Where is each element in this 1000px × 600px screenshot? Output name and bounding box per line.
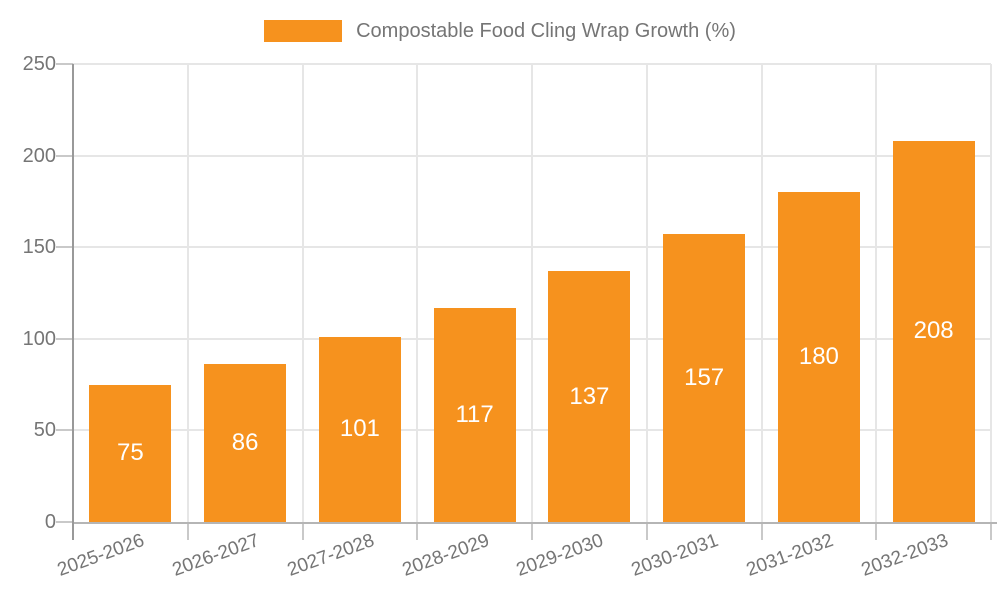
bar-value-label: 208 [913, 317, 954, 345]
y-axis-tick [56, 154, 73, 157]
y-axis-tick [56, 246, 73, 249]
bar-value-label: 86 [231, 429, 259, 457]
bar [318, 336, 401, 522]
y-tick-label: 100 [22, 327, 56, 350]
bar-value-label: 157 [684, 364, 725, 392]
x-axis-tick [301, 522, 304, 540]
gridline-vertical [531, 64, 533, 522]
x-axis-tick [875, 522, 878, 540]
legend-item[interactable]: Compostable Food Cling Wrap Growth (%) [0, 14, 1000, 48]
x-tick-label: 2026-2027 [169, 530, 263, 581]
bar [892, 140, 975, 522]
gridline-vertical [645, 64, 648, 522]
gridline-vertical [875, 64, 878, 522]
gridline-vertical [301, 64, 304, 522]
gridline-vertical [990, 64, 992, 522]
bar-value-label: 75 [117, 439, 144, 467]
x-axis-tick [186, 522, 189, 540]
bar [433, 307, 516, 522]
bar [777, 192, 860, 522]
y-tick-label: 250 [22, 53, 56, 75]
x-tick-label: 2031-2032 [743, 530, 837, 581]
x-axis-line [73, 522, 997, 524]
x-axis-tick [760, 522, 763, 540]
x-tick-label: 2032-2033 [858, 530, 951, 581]
legend-label: Compostable Food Cling Wrap Growth (%) [356, 19, 736, 42]
legend-swatch [264, 20, 343, 42]
y-axis-tick [56, 337, 73, 340]
x-axis-tick [645, 522, 648, 540]
x-axis-tick [416, 522, 419, 540]
y-axis-tick [56, 521, 73, 523]
bar-value-label: 180 [798, 343, 839, 371]
bar [89, 384, 172, 522]
x-axis-tick [531, 522, 533, 540]
x-tick-label: 2027-2028 [284, 530, 378, 581]
y-tick-label: 50 [33, 419, 56, 442]
bar [204, 364, 287, 522]
bar [548, 271, 631, 522]
bar-value-label: 137 [569, 382, 610, 410]
x-tick-label: 2028-2029 [399, 530, 492, 581]
x-tick-label: 2030-2031 [628, 530, 722, 581]
gridline-vertical [416, 64, 419, 522]
bar-value-label: 117 [455, 400, 494, 428]
y-tick-label: 150 [22, 236, 56, 259]
x-tick-label: 2025-2026 [54, 530, 148, 581]
y-axis-line [72, 64, 74, 540]
gridline-vertical [760, 64, 763, 522]
gridline-vertical [186, 64, 189, 522]
y-tick-label: 0 [44, 511, 56, 533]
y-axis-tick [56, 429, 73, 432]
bar-value-label: 101 [339, 415, 380, 443]
x-tick-label: 2029-2030 [513, 530, 607, 581]
bar [663, 234, 746, 522]
y-axis-tick [56, 63, 73, 65]
x-axis-tick [990, 522, 992, 540]
y-tick-label: 200 [22, 144, 56, 167]
